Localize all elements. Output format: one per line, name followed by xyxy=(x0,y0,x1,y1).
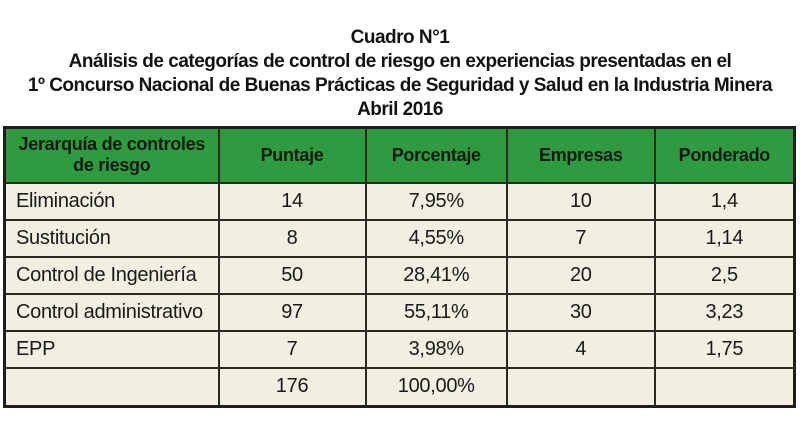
cell-empresas: 10 xyxy=(505,181,656,221)
column-header-ponderado: Ponderado xyxy=(653,126,796,184)
row-label: Control administrativo xyxy=(3,292,220,332)
column-header-jerarquia: Jerarquía de controles de riesgo xyxy=(3,126,220,184)
cell-total-puntaje: 176 xyxy=(217,366,367,408)
cell-porcentaje: 3,98% xyxy=(364,329,508,369)
cell-empresas: 4 xyxy=(505,329,656,369)
cell-empresas: 30 xyxy=(505,292,656,332)
row-label: Control de Ingeniería xyxy=(3,255,220,295)
cell-puntaje: 50 xyxy=(217,255,367,295)
cell-puntaje: 97 xyxy=(217,292,367,332)
column-header-porcentaje: Porcentaje xyxy=(364,126,508,184)
cell-empresas: 20 xyxy=(505,255,656,295)
cell-porcentaje: 7,95% xyxy=(364,181,508,221)
cell-ponderado: 3,23 xyxy=(653,292,796,332)
cell-porcentaje: 55,11% xyxy=(364,292,508,332)
cell-ponderado: 1,75 xyxy=(653,329,796,369)
cell-ponderado: 1,14 xyxy=(653,218,796,258)
cell-total-porcentaje: 100,00% xyxy=(364,366,508,408)
table-row: Control administrativo 97 55,11% 30 3,23 xyxy=(3,292,796,332)
cell-puntaje: 14 xyxy=(217,181,367,221)
table-body: Eliminación 14 7,95% 10 1,4 Sustitución … xyxy=(3,181,796,408)
cell-empresas: 7 xyxy=(505,218,656,258)
row-label: Eliminación xyxy=(3,181,220,221)
table-title: Cuadro N°1 Análisis de categorías de con… xyxy=(0,0,800,122)
title-line-2: Análisis de categorías de control de rie… xyxy=(68,51,732,72)
table-row: Sustitución 8 4,55% 7 1,14 xyxy=(3,218,796,258)
cell-porcentaje: 4,55% xyxy=(364,218,508,258)
cell-porcentaje: 28,41% xyxy=(364,255,508,295)
title-line-1: Cuadro N°1 xyxy=(350,27,450,48)
title-line-4: Abril 2016 xyxy=(357,99,443,120)
column-header-puntaje: Puntaje xyxy=(217,126,367,184)
table-total-row: 176 100,00% xyxy=(3,366,796,408)
row-label xyxy=(3,366,220,408)
cell-ponderado: 2,5 xyxy=(653,255,796,295)
cell-puntaje: 7 xyxy=(217,329,367,369)
cell-puntaje: 8 xyxy=(217,218,367,258)
cell-ponderado: 1,4 xyxy=(653,181,796,221)
header-row: Jerarquía de controles de riesgo Puntaje… xyxy=(3,126,796,184)
cell-ponderado xyxy=(653,366,796,408)
table-row: EPP 7 3,98% 4 1,75 xyxy=(3,329,796,369)
title-line-3: 1º Concurso Nacional de Buenas Prácticas… xyxy=(27,75,773,96)
table-row: Eliminación 14 7,95% 10 1,4 xyxy=(3,181,796,221)
table-row: Control de Ingeniería 50 28,41% 20 2,5 xyxy=(3,255,796,295)
table-header: Jerarquía de controles de riesgo Puntaje… xyxy=(3,126,796,184)
row-label: Sustitución xyxy=(3,218,220,258)
cell-empresas xyxy=(505,366,656,408)
column-header-empresas: Empresas xyxy=(505,126,656,184)
row-label: EPP xyxy=(3,329,220,369)
risk-control-table: Jerarquía de controles de riesgo Puntaje… xyxy=(3,126,796,408)
